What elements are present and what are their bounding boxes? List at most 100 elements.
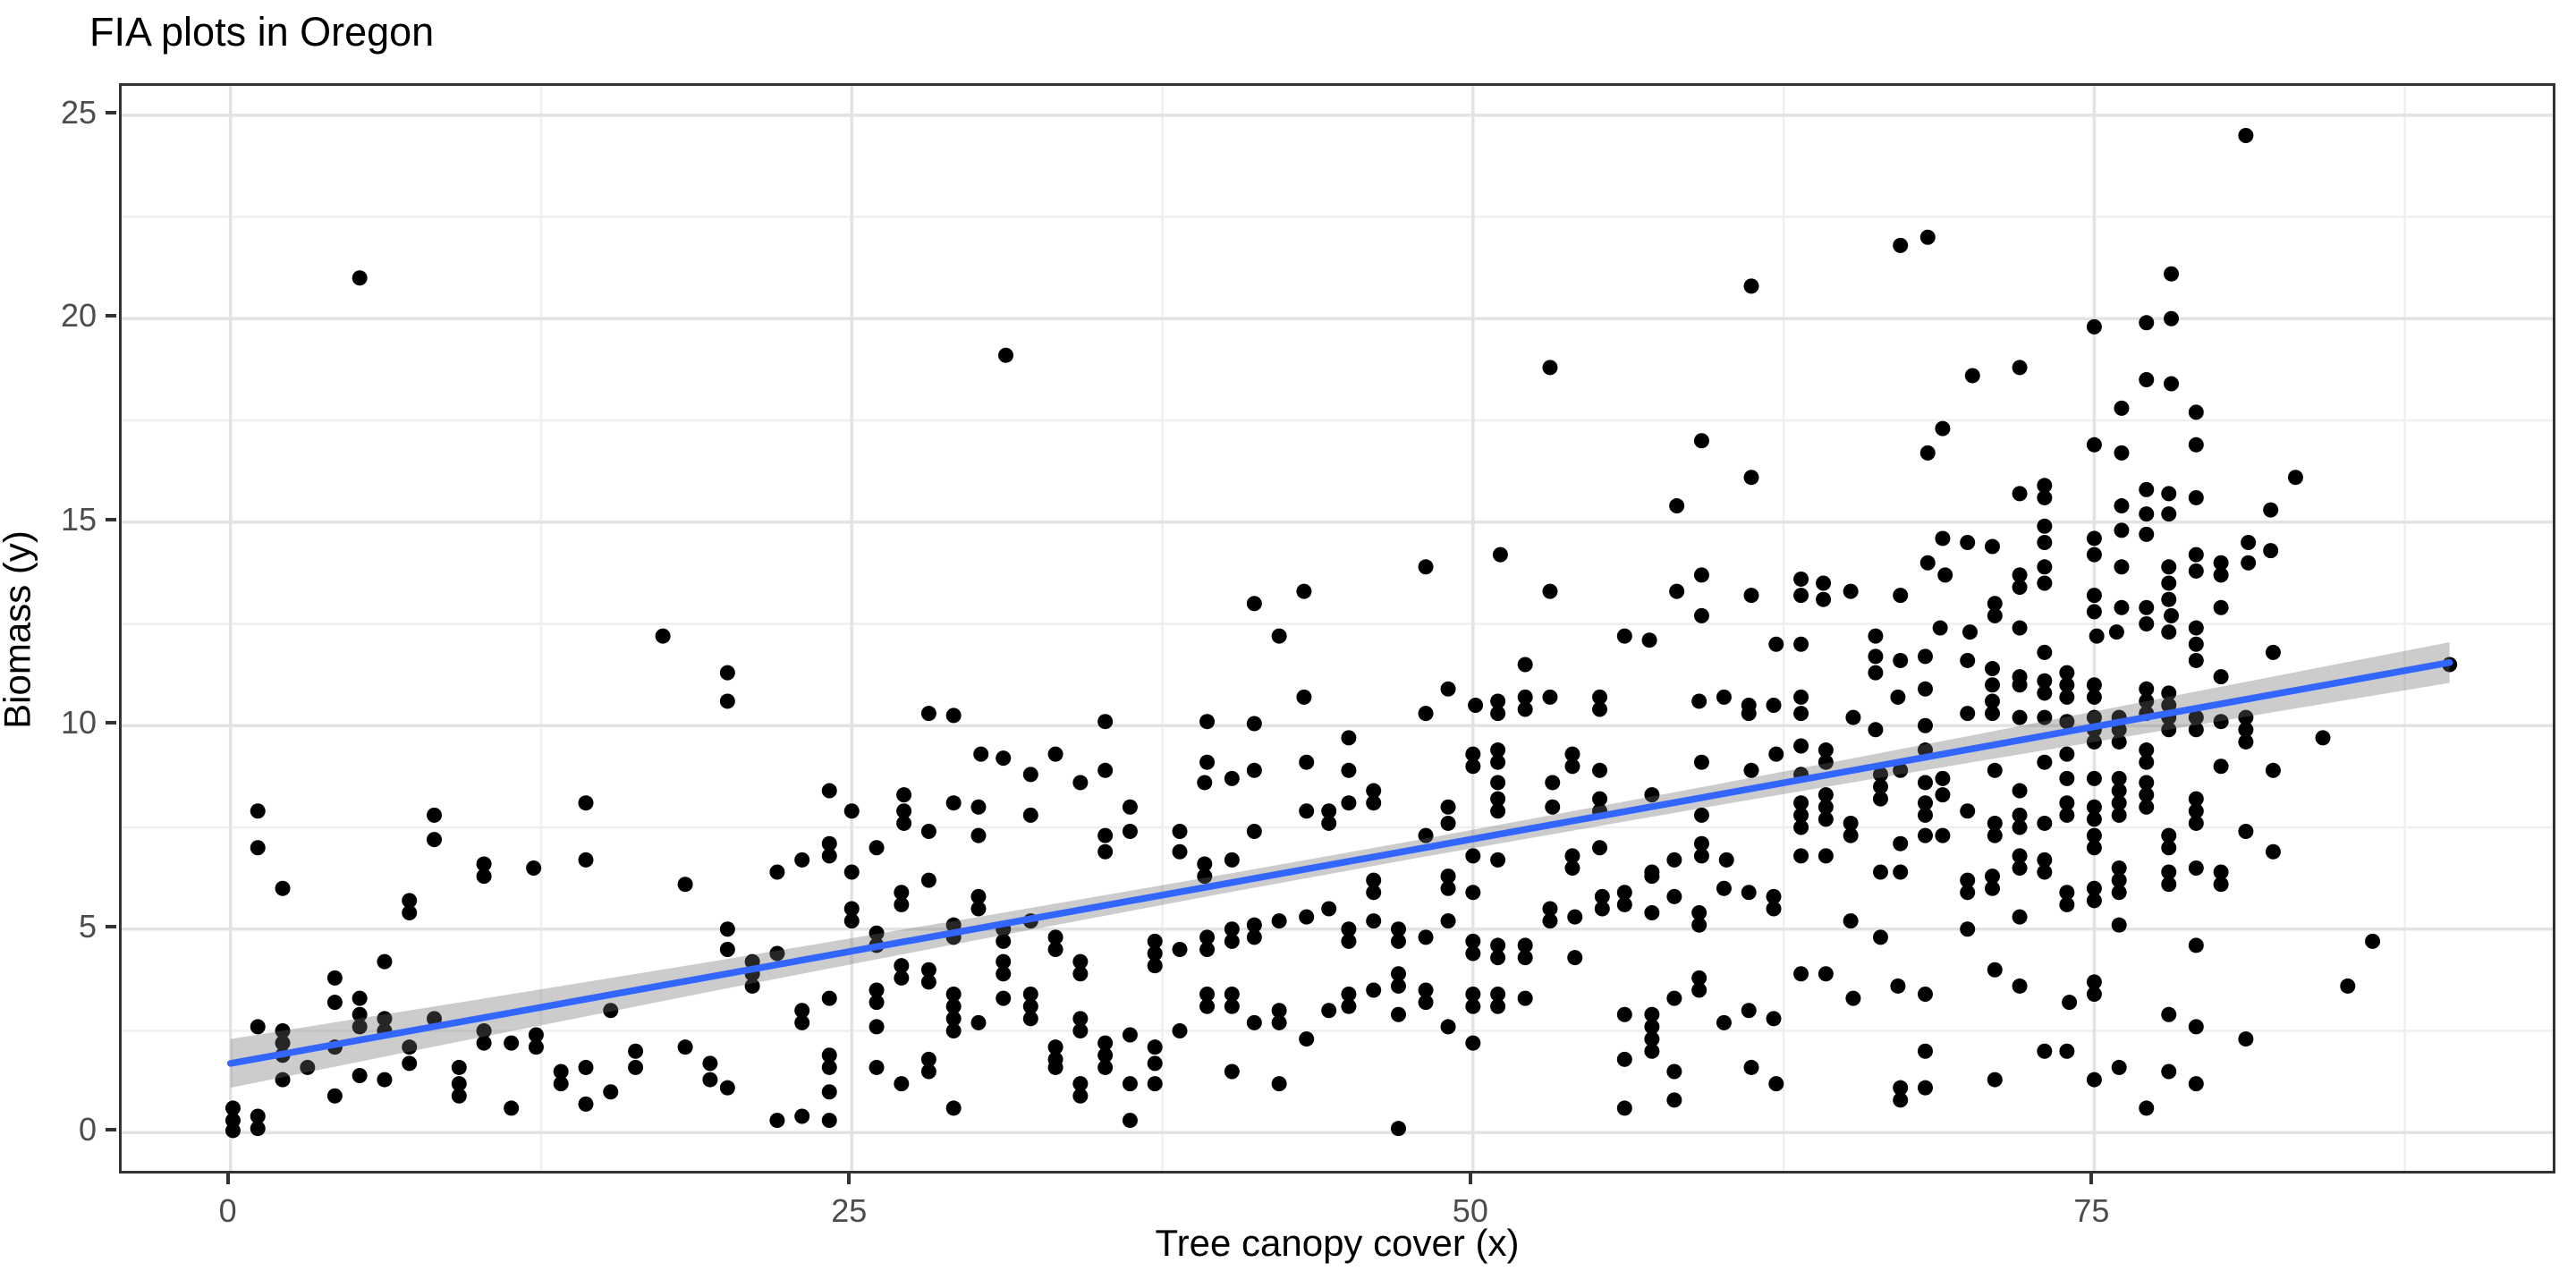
data-point [1097, 1047, 1114, 1063]
data-point [1321, 815, 1337, 831]
data-point [1418, 706, 1434, 722]
data-point [1097, 1059, 1114, 1075]
data-point [1893, 237, 1909, 253]
data-point [996, 933, 1012, 949]
data-point [2213, 599, 2229, 615]
data-point [1917, 987, 1933, 1003]
data-point [2037, 518, 2053, 534]
data-point [2263, 543, 2279, 559]
data-point [1917, 681, 1933, 697]
data-point [894, 958, 910, 974]
data-point [1893, 835, 1909, 852]
data-point [719, 693, 735, 709]
data-point [1716, 689, 1732, 705]
x-tick-mark [847, 1174, 852, 1184]
data-point [377, 1072, 393, 1088]
data-point [1793, 848, 1809, 864]
data-point [1246, 917, 1262, 933]
data-point [1919, 445, 1936, 461]
data-point [1669, 583, 1685, 599]
x-tick-label: 25 [831, 1192, 868, 1229]
data-point [2238, 709, 2254, 725]
data-point [1172, 824, 1188, 840]
data-point [2012, 580, 2028, 596]
data-point [2086, 893, 2102, 909]
data-point [2037, 1043, 2053, 1059]
data-point [2238, 128, 2254, 144]
data-point [2086, 677, 2102, 693]
data-point [2139, 372, 2155, 388]
data-point [2114, 522, 2130, 538]
data-point [1641, 632, 1657, 648]
data-point [702, 1055, 718, 1072]
data-point [1691, 970, 1707, 986]
data-point [1271, 1076, 1287, 1092]
data-point [1768, 746, 1784, 762]
data-point [1418, 929, 1434, 945]
data-point [794, 1014, 810, 1030]
data-point [1964, 368, 1980, 384]
data-point [2139, 1100, 2155, 1116]
data-point [2139, 754, 2155, 770]
data-point [2265, 762, 2281, 778]
data-point [1517, 950, 1533, 966]
data-point [1299, 754, 1315, 770]
data-point [476, 869, 492, 885]
data-point [1097, 1035, 1114, 1051]
data-point [1818, 742, 1834, 758]
data-point [402, 905, 418, 921]
data-point [1935, 530, 1951, 547]
data-point [1490, 987, 1506, 1003]
data-point [528, 1027, 544, 1043]
data-point [821, 783, 837, 799]
data-point [2139, 506, 2155, 522]
data-point [1465, 1035, 1481, 1051]
data-point [1072, 1011, 1089, 1027]
data-point [1097, 762, 1114, 778]
data-point [1147, 958, 1163, 974]
data-point [2037, 559, 2053, 575]
data-point [2037, 709, 2053, 725]
data-point [1022, 987, 1038, 1003]
data-point [1271, 913, 1287, 929]
data-point [1465, 933, 1481, 949]
data-point [2059, 689, 2075, 705]
data-point [719, 921, 735, 937]
data-point [1766, 1011, 1782, 1027]
data-point [1022, 1011, 1038, 1027]
data-point [1893, 588, 1909, 604]
data-point [2188, 1019, 2204, 1035]
data-point [1147, 945, 1163, 962]
data-point [1935, 827, 1951, 843]
data-point [326, 995, 343, 1011]
data-point [894, 1076, 910, 1092]
data-point [1564, 860, 1580, 876]
data-point [1097, 843, 1114, 860]
data-point [2164, 266, 2180, 282]
data-point [1960, 534, 1976, 550]
data-point [1440, 799, 1456, 815]
data-point [1224, 987, 1240, 1003]
data-point [225, 1100, 241, 1116]
data-point [945, 1022, 962, 1038]
data-point [1199, 929, 1216, 945]
data-point [1122, 1076, 1138, 1092]
data-point [1490, 742, 1506, 758]
data-point [1299, 803, 1315, 819]
data-point [1818, 799, 1834, 815]
data-point [2086, 689, 2102, 705]
data-point [920, 872, 936, 888]
data-point [578, 1096, 594, 1112]
data-point [2188, 709, 2204, 725]
data-point [1984, 706, 2000, 722]
data-point [427, 807, 443, 823]
data-point [1341, 933, 1357, 949]
data-point [896, 803, 912, 819]
y-tick-mark [106, 110, 116, 114]
data-point [1072, 1076, 1089, 1092]
data-point [2037, 534, 2053, 550]
data-point [1818, 966, 1834, 982]
data-point [1917, 827, 1933, 843]
data-point [1542, 901, 1558, 917]
data-point [1366, 795, 1382, 811]
